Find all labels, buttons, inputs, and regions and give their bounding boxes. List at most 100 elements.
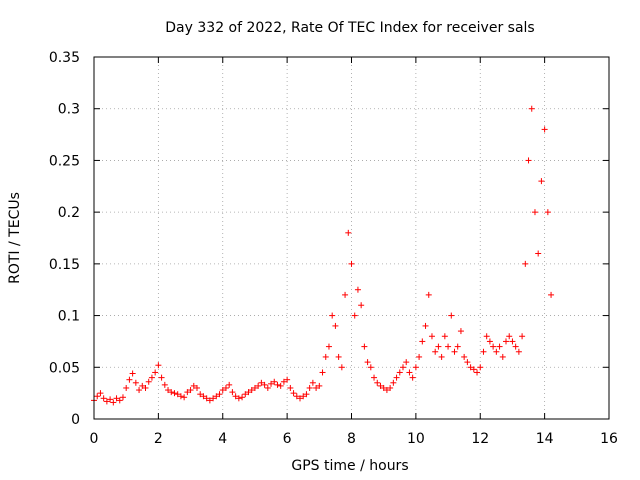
data-point xyxy=(412,364,419,371)
data-point xyxy=(97,390,104,397)
data-point xyxy=(483,333,490,340)
data-point xyxy=(158,374,165,381)
data-point xyxy=(200,393,207,400)
data-point xyxy=(319,369,326,376)
data-point xyxy=(432,348,439,355)
data-point xyxy=(351,312,358,319)
data-point xyxy=(194,384,200,391)
x-tick-label: 0 xyxy=(90,431,99,447)
data-point xyxy=(499,353,506,360)
data-point xyxy=(377,382,384,389)
data-point xyxy=(335,353,342,360)
data-point xyxy=(525,157,532,164)
data-point xyxy=(409,374,416,381)
x-tick-label: 10 xyxy=(407,431,425,447)
data-point xyxy=(448,312,455,319)
data-point xyxy=(322,353,329,360)
y-axis-ticks: 0 0.05 0.1 0.15 0.2 0.25 0.3 0.35 xyxy=(49,50,609,428)
data-point xyxy=(174,391,181,398)
data-point xyxy=(548,291,555,298)
data-point xyxy=(152,369,159,376)
data-point xyxy=(541,126,548,133)
data-point xyxy=(155,362,162,369)
x-axis-label: GPS time / hours xyxy=(291,458,408,474)
data-point xyxy=(287,384,294,391)
data-point xyxy=(445,343,452,350)
data-point xyxy=(293,393,300,400)
data-point xyxy=(210,395,217,402)
data-point xyxy=(245,389,252,396)
data-point xyxy=(232,393,239,400)
data-point xyxy=(345,229,352,236)
data-point xyxy=(213,393,220,400)
data-point xyxy=(110,399,117,406)
data-point xyxy=(229,389,236,396)
y-tick-label: 0.3 xyxy=(58,102,80,118)
data-point xyxy=(490,343,497,350)
data-point xyxy=(506,333,513,340)
data-point xyxy=(226,381,233,388)
y-axis-label: ROTI / TECUs xyxy=(7,192,23,284)
data-point xyxy=(358,302,365,309)
data-point xyxy=(480,348,487,355)
data-point xyxy=(428,333,435,340)
data-point xyxy=(313,384,320,391)
data-point xyxy=(354,286,361,293)
data-point xyxy=(277,382,284,389)
data-point xyxy=(177,393,184,400)
x-axis-ticks: 0 2 4 6 8 10 12 14 16 xyxy=(90,57,618,447)
data-point xyxy=(380,384,387,391)
data-point xyxy=(261,381,268,388)
data-point xyxy=(390,379,397,386)
data-point xyxy=(248,387,255,394)
data-point xyxy=(329,312,336,319)
data-point xyxy=(342,291,349,298)
chart-title: Day 332 of 2022, Rate Of TEC Index for r… xyxy=(165,20,534,36)
data-point xyxy=(184,389,191,396)
x-tick-label: 4 xyxy=(218,431,227,447)
data-point xyxy=(284,376,291,383)
gridlines xyxy=(94,57,609,419)
data-point xyxy=(216,391,223,398)
data-point xyxy=(171,390,178,397)
data-point xyxy=(457,328,464,335)
data-point xyxy=(145,378,152,385)
data-point xyxy=(338,364,345,371)
data-point xyxy=(258,379,265,386)
data-point xyxy=(348,260,355,267)
data-point xyxy=(280,378,287,385)
data-point xyxy=(187,387,194,394)
data-point xyxy=(393,374,400,381)
data-point xyxy=(132,379,139,386)
data-point xyxy=(235,395,242,402)
data-point xyxy=(425,291,432,298)
x-tick-label: 2 xyxy=(154,431,163,447)
data-point xyxy=(419,338,426,345)
data-point xyxy=(219,387,226,394)
data-point xyxy=(528,105,535,112)
y-tick-label: 0.35 xyxy=(49,50,80,66)
data-point xyxy=(190,382,197,389)
data-point xyxy=(316,382,323,389)
data-point xyxy=(264,384,271,391)
data-point xyxy=(474,369,481,376)
data-point xyxy=(206,397,213,404)
data-point xyxy=(306,384,313,391)
data-point xyxy=(239,394,246,401)
data-point xyxy=(454,343,461,350)
data-point xyxy=(161,381,168,388)
data-point xyxy=(203,395,210,402)
data-point xyxy=(383,387,390,394)
data-point xyxy=(119,394,126,401)
y-tick-label: 0.2 xyxy=(58,205,80,221)
data-point xyxy=(361,343,368,350)
data-point xyxy=(406,369,413,376)
data-point xyxy=(332,322,339,329)
data-point xyxy=(297,395,303,402)
data-point xyxy=(531,209,538,216)
data-point xyxy=(142,384,149,391)
data-point xyxy=(374,379,381,386)
data-point xyxy=(396,369,403,376)
data-point xyxy=(438,353,445,360)
